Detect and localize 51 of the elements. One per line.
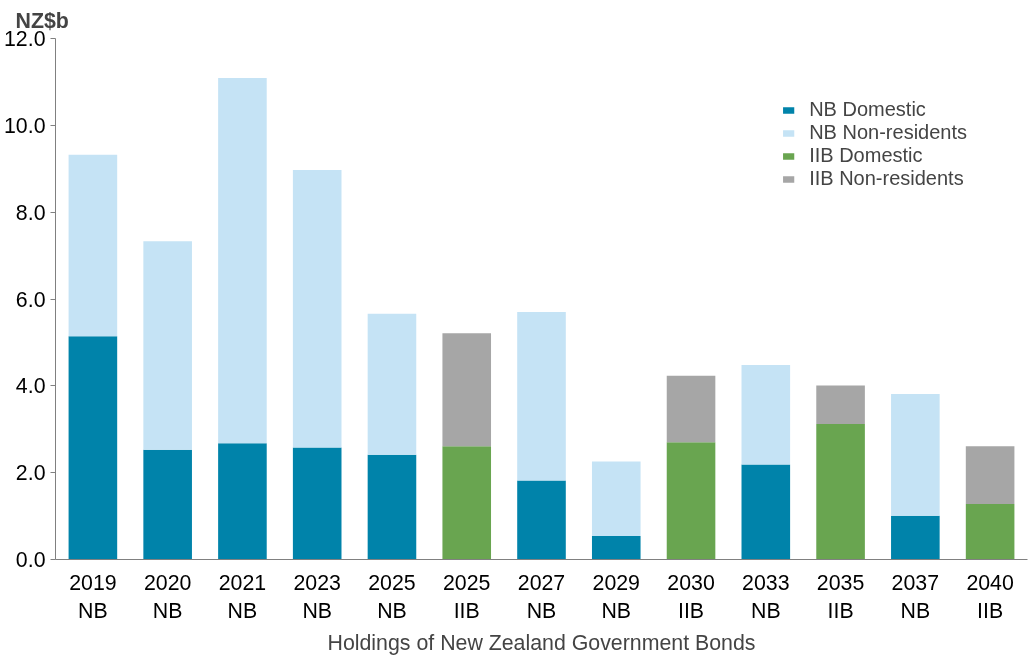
bar bbox=[68, 336, 118, 560]
x-tick-label: 2023 NB bbox=[293, 570, 341, 624]
y-tick-label: 6.0 bbox=[15, 287, 46, 312]
bar bbox=[965, 446, 1015, 504]
bar bbox=[741, 464, 791, 560]
y-tick-label: 12.0 bbox=[3, 27, 46, 51]
bar bbox=[292, 170, 342, 448]
legend-label: NB Non-residents bbox=[809, 121, 967, 144]
bar bbox=[143, 241, 192, 450]
bar bbox=[891, 394, 940, 516]
bar bbox=[367, 454, 417, 560]
x-tick-label: 2035 IIB bbox=[816, 570, 865, 624]
legend-label: NB Domestic bbox=[809, 98, 926, 121]
bar bbox=[816, 385, 865, 425]
x-tick-label: 2025 NB bbox=[368, 570, 416, 624]
x-tick-label: 2033 NB bbox=[742, 570, 790, 624]
bar bbox=[442, 333, 492, 447]
x-tick-label: 2040 IIB bbox=[966, 570, 1014, 624]
x-tick-label: 2025 IIB bbox=[443, 570, 491, 624]
x-tick-label: 2029 NB bbox=[592, 570, 640, 624]
x-tick-label: 2021 NB bbox=[218, 570, 267, 624]
bar bbox=[965, 503, 1015, 560]
bar bbox=[218, 443, 267, 560]
bar bbox=[816, 424, 865, 560]
legend-label: IIB Non-residents bbox=[809, 167, 964, 190]
x-tick-label: 2020 NB bbox=[143, 570, 192, 624]
bar bbox=[666, 375, 716, 443]
bar bbox=[143, 449, 192, 560]
legend-label: IIB Domestic bbox=[809, 144, 923, 167]
x-tick-label: 2030 IIB bbox=[667, 570, 715, 624]
x-tick-label: 2019 NB bbox=[69, 570, 117, 624]
x-tick-label: 2037 NB bbox=[891, 570, 940, 624]
bar bbox=[666, 442, 716, 560]
bar bbox=[591, 536, 641, 560]
bar bbox=[741, 364, 791, 465]
bar bbox=[591, 461, 641, 537]
bar bbox=[68, 154, 118, 337]
bar bbox=[292, 447, 342, 560]
x-axis-title: Holdings of New Zealand Government Bonds bbox=[327, 631, 756, 656]
y-tick-label: 10.0 bbox=[3, 113, 46, 138]
y-tick-label: 0.0 bbox=[15, 548, 46, 572]
bar bbox=[891, 515, 940, 560]
y-tick-label: 4.0 bbox=[15, 374, 46, 399]
y-tick-label: 8.0 bbox=[15, 200, 46, 225]
bar bbox=[442, 446, 492, 560]
bar bbox=[367, 313, 417, 455]
x-tick-label: 2027 NB bbox=[517, 570, 566, 624]
bar bbox=[517, 312, 566, 481]
bar bbox=[517, 480, 566, 560]
bar bbox=[218, 78, 267, 444]
y-tick-label: 2.0 bbox=[15, 461, 46, 486]
